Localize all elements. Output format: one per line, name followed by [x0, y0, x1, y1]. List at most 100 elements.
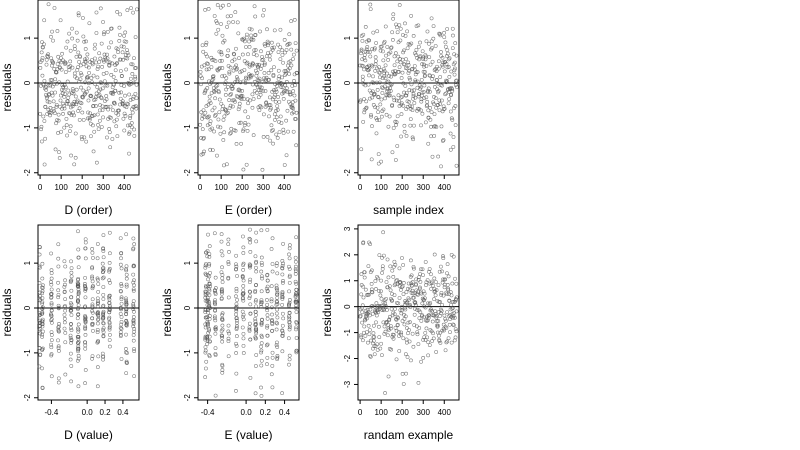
data-point [68, 326, 73, 330]
data-point [411, 137, 415, 142]
data-point [207, 327, 212, 331]
data-point [67, 68, 72, 72]
data-point [124, 319, 129, 324]
data-point [76, 356, 81, 361]
data-point [240, 52, 245, 57]
data-point [287, 303, 291, 308]
data-point [65, 133, 69, 138]
data-point [108, 115, 113, 120]
data-point [292, 18, 297, 22]
data-point [82, 135, 87, 140]
data-point [287, 320, 292, 325]
data-point [229, 126, 234, 131]
data-point [203, 350, 208, 355]
data-point [265, 316, 270, 321]
data-point [245, 32, 249, 37]
data-point [293, 117, 298, 121]
data-point [41, 45, 45, 50]
data-point [37, 252, 42, 257]
data-point [254, 313, 258, 317]
data-point [401, 50, 406, 55]
data-point [118, 69, 123, 73]
data-point [424, 280, 429, 285]
data-point [206, 297, 211, 302]
data-point [365, 49, 370, 54]
data-point [275, 292, 279, 297]
data-point [261, 89, 265, 93]
data-point [428, 62, 433, 67]
data-point [69, 308, 74, 313]
data-point [385, 71, 389, 76]
data-point [428, 328, 433, 333]
data-point [391, 95, 396, 100]
data-point [436, 102, 440, 107]
data-point [87, 116, 92, 120]
data-point [293, 255, 298, 260]
data-point [452, 315, 457, 320]
data-point [444, 54, 449, 58]
data-point [107, 127, 112, 131]
data-point [401, 336, 406, 341]
data-point [215, 3, 220, 7]
data-point [442, 328, 446, 333]
data-point [131, 80, 136, 85]
y-tick-label: 1 [183, 260, 192, 265]
data-point [81, 34, 86, 39]
data-point [383, 329, 388, 334]
data-point [270, 328, 275, 333]
data-point [266, 71, 271, 75]
data-point [124, 67, 129, 72]
data-point [436, 323, 440, 328]
data-point [72, 162, 77, 167]
data-point [203, 265, 208, 270]
data-point [214, 31, 219, 36]
data-point [423, 120, 428, 125]
data-point [409, 358, 413, 363]
data-point [361, 338, 365, 343]
data-point [94, 31, 99, 35]
data-point [114, 61, 119, 66]
data-point [450, 300, 455, 304]
data-point [219, 50, 224, 55]
data-point [440, 138, 445, 143]
data-point [405, 66, 410, 71]
data-point [223, 82, 227, 86]
data-point [251, 133, 256, 138]
data-point [397, 70, 401, 74]
x-tick-label: 200 [236, 183, 250, 192]
data-point [376, 110, 381, 115]
data-point [428, 106, 433, 110]
data-point [287, 252, 291, 257]
data-point [254, 259, 259, 264]
data-point [374, 116, 379, 121]
data-point [273, 92, 277, 97]
data-point [272, 28, 277, 33]
data-point [424, 318, 428, 323]
data-point [399, 112, 404, 117]
data-point [128, 116, 133, 120]
data-point [101, 316, 106, 320]
data-point [440, 269, 444, 274]
data-point [265, 289, 270, 294]
data-point [258, 66, 263, 71]
data-point [366, 264, 371, 268]
data-point [83, 381, 87, 386]
data-point [241, 344, 246, 348]
data-point [287, 256, 292, 261]
data-point [226, 237, 231, 242]
data-point [73, 94, 78, 99]
data-point [200, 43, 205, 48]
data-point [225, 24, 229, 29]
data-point [88, 111, 93, 116]
data-point [280, 333, 285, 338]
data-point [132, 327, 137, 331]
data-point [436, 81, 441, 86]
data-point [413, 306, 417, 311]
data-point [394, 98, 399, 103]
data-point [49, 271, 54, 275]
data-point [259, 394, 264, 398]
data-point [225, 53, 230, 58]
data-point [447, 322, 452, 327]
data-point [83, 324, 88, 329]
data-point [379, 114, 384, 119]
